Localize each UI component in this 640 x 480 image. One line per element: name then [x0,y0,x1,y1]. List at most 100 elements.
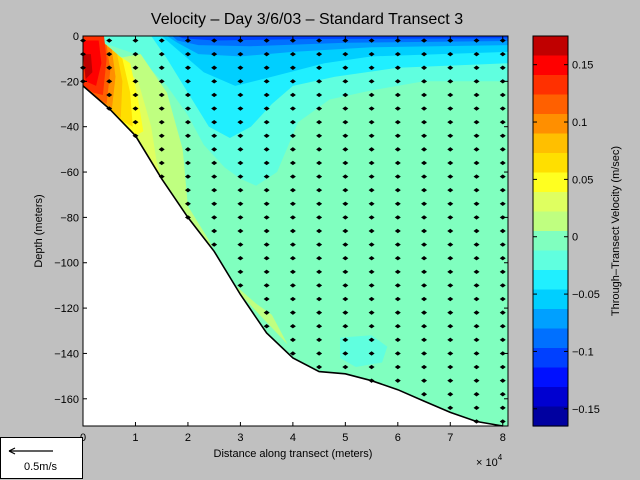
vector-marker [263,228,270,234]
vector-marker [421,256,428,261]
y-tick-label: −80 [60,212,79,224]
vector-marker [316,324,323,329]
vector-marker [499,283,506,288]
vector-marker [342,51,349,57]
vector-marker [342,215,349,220]
vector-marker [263,119,270,125]
vector-marker [499,92,506,98]
vector-marker [447,351,454,356]
vector-marker [499,38,506,43]
vector-marker [263,242,270,247]
vector-marker [499,405,506,411]
vector-marker [394,187,401,193]
vector-marker [473,187,480,193]
vector-marker [316,147,323,152]
vector-marker [394,337,401,343]
vector-marker [289,65,296,70]
vector-marker [447,79,454,84]
vector-marker [342,187,349,193]
vector-marker [368,65,375,70]
x-tick-label: 0 [80,432,86,444]
colorbar-band [533,153,568,174]
vector-marker [211,228,218,234]
colorbar-band [533,348,568,369]
vector-marker [263,133,270,138]
vector-marker [421,215,428,220]
vector-marker [394,38,401,43]
vector-marker [263,296,270,302]
vector-marker [211,201,218,206]
vector-marker [368,79,375,84]
vector-marker [394,269,401,275]
vector-marker [421,242,428,247]
vector-marker [447,119,454,125]
vector-marker [342,228,349,234]
vector-marker [421,269,428,275]
vector-marker [237,65,244,70]
vector-marker [184,119,191,125]
vector-marker [342,92,349,98]
vector-marker [473,337,480,343]
contour-region [83,54,93,80]
vector-marker [263,92,270,98]
vector-marker [421,378,428,383]
x-tick-label: 4 [290,432,296,444]
vector-marker [132,38,139,43]
vector-marker [473,215,480,220]
vector-marker [342,174,349,179]
vector-marker [394,174,401,179]
vector-marker [499,310,506,315]
vector-marker [184,133,191,138]
vector-marker [473,228,480,234]
colorbar-label: Through–Transect Velocity (m/sec) [610,146,622,316]
vector-marker [394,324,401,329]
vector-marker [394,201,401,206]
vector-marker [421,201,428,206]
vector-marker [184,201,191,206]
vector-marker [368,187,375,193]
vector-marker [447,296,454,302]
vector-marker [447,392,454,397]
vector-marker [316,364,323,370]
vector-marker [421,147,428,152]
vector-marker [394,242,401,247]
vector-marker [237,160,244,166]
vector-marker [447,324,454,329]
y-tick-label: −100 [54,258,79,270]
vector-marker [316,174,323,179]
vector-marker [368,310,375,315]
vector-marker [368,351,375,356]
vector-marker [499,106,506,111]
vector-marker [499,174,506,179]
vector-marker [158,38,165,43]
vector-marker [421,283,428,288]
colorbar-band [533,309,568,330]
vector-marker [289,324,296,329]
vector-marker [473,160,480,166]
colorbar-band [533,55,568,76]
vector-marker [158,174,165,179]
vector-marker [394,378,401,383]
vector-marker [473,133,480,138]
vector-marker [132,119,139,125]
vector-marker [473,405,480,411]
vector-marker [421,119,428,125]
x-tick-label: 8 [500,432,506,444]
vector-marker [473,106,480,111]
vector-marker [316,133,323,138]
contour-region [177,36,508,41]
plot-area [80,35,509,427]
vector-marker [421,337,428,343]
vector-marker [421,106,428,111]
vector-marker [342,296,349,302]
contour-region [114,54,288,345]
vector-marker [211,106,218,111]
vector-marker [368,92,375,98]
vector-marker [421,228,428,234]
vector-marker [342,65,349,70]
vector-marker [447,378,454,383]
vector-marker [447,65,454,70]
vector-marker [473,51,480,57]
vector-marker [316,38,323,43]
